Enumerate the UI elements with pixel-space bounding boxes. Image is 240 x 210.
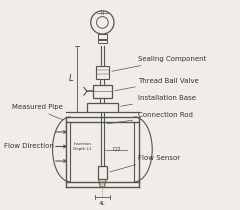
Bar	[97, 166, 107, 179]
Text: Sealing Component: Sealing Component	[112, 56, 207, 71]
Bar	[96, 66, 109, 79]
Bar	[97, 40, 107, 43]
Text: Installation Base: Installation Base	[121, 95, 196, 106]
Text: Thread Ball Valve: Thread Ball Valve	[115, 77, 199, 91]
Text: D/2: D/2	[113, 147, 121, 151]
Polygon shape	[98, 179, 106, 187]
Text: Measured Pipe: Measured Pipe	[12, 104, 63, 119]
Text: L: L	[69, 74, 73, 83]
Text: Flow Direction: Flow Direction	[4, 143, 54, 150]
Text: 4L: 4L	[99, 201, 106, 206]
Bar	[87, 103, 118, 112]
Text: Connection Rod: Connection Rod	[107, 113, 193, 124]
Bar	[98, 34, 107, 39]
Text: Flow Sensor: Flow Sensor	[110, 155, 180, 172]
Text: Insertion
Depth L1: Insertion Depth L1	[73, 142, 92, 151]
Bar	[93, 85, 112, 98]
